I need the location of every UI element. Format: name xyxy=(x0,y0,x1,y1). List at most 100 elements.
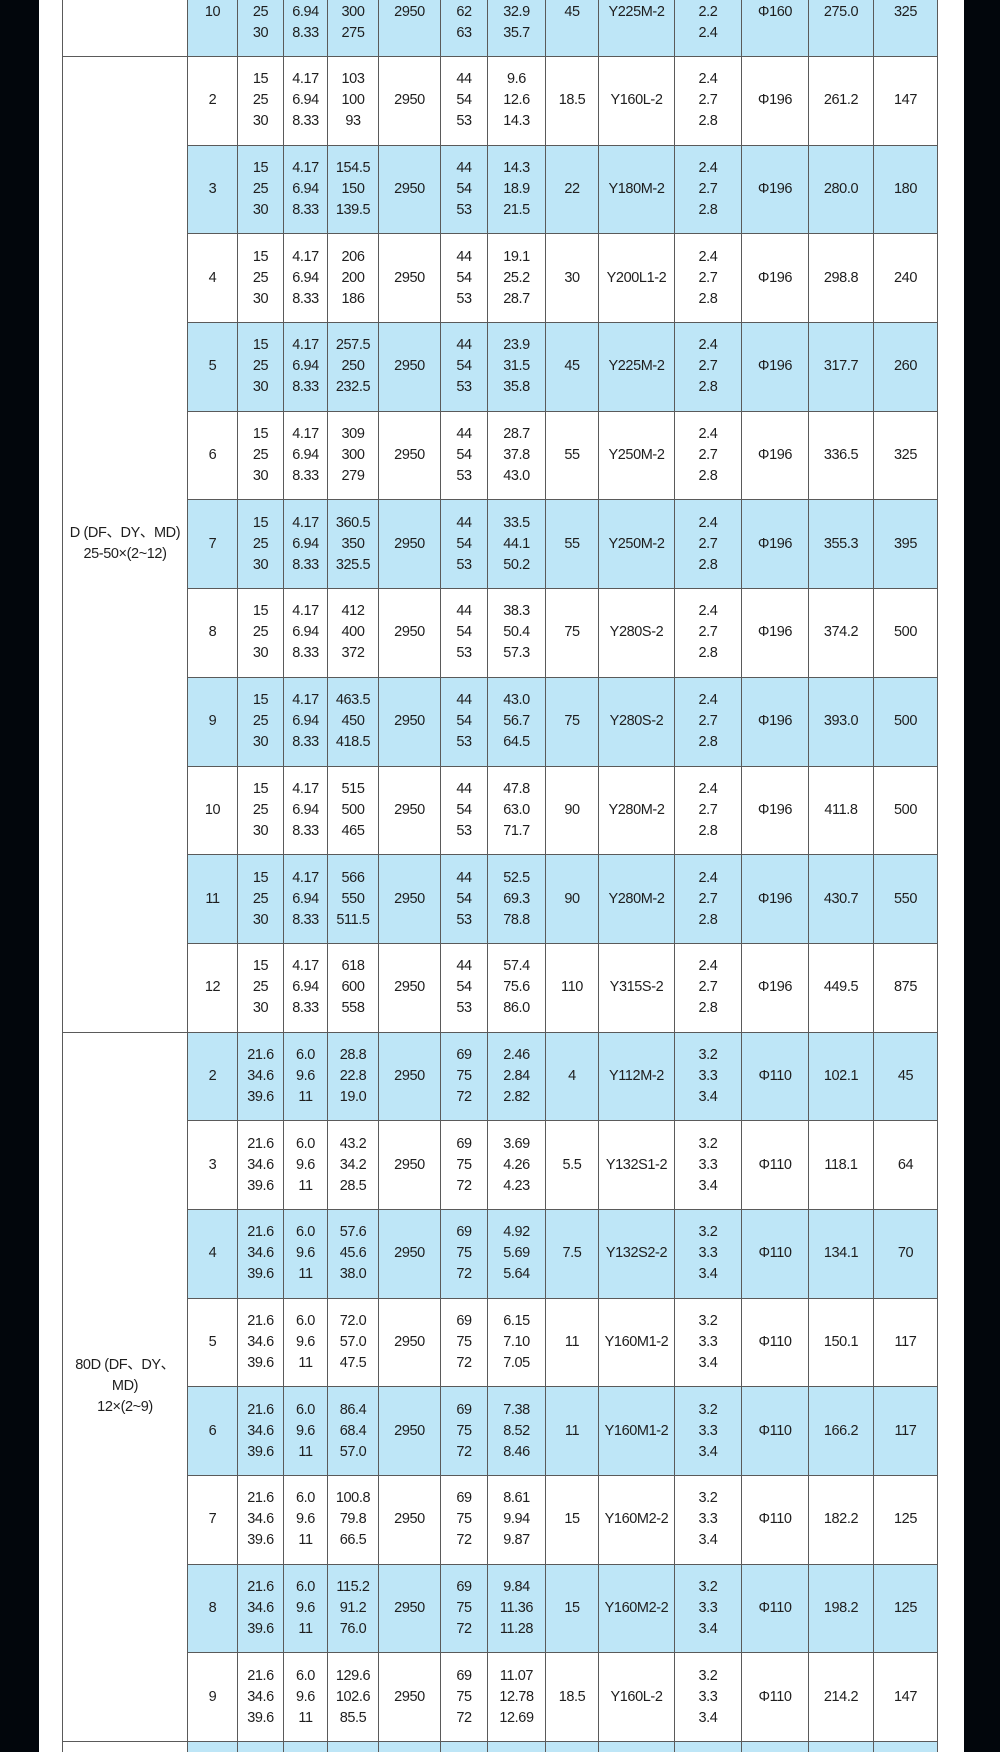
cell-flow-m3h: 21.6 34.6 39.6 xyxy=(237,1475,284,1565)
cell-motor-model: Y200L1-2 xyxy=(598,233,675,324)
cell-weight: 180 xyxy=(873,144,938,235)
cell-flow-ls: 4.17 6.94 8.33 xyxy=(283,144,328,235)
cell-speed: 2950 xyxy=(378,1031,441,1122)
cell-shaft-power: 8.61 9.94 9.87 xyxy=(487,1475,546,1565)
cell-flow-m3h: 21.6 34.6 39.6 xyxy=(237,1297,284,1388)
cell-weight: 500 xyxy=(873,588,938,678)
table-row: 6 21.6 34.6 39.6 6.0 9.6 11 86.4 68.4 57.0 2… xyxy=(63,1386,938,1476)
cell-flow-ls: 4.17 6.94 8.33 xyxy=(283,410,328,501)
cell-flow-ls: 4.17 6.94 8.33 xyxy=(283,56,328,146)
cell-stage-count: 4 xyxy=(187,233,238,324)
cell-impeller-diameter: Φ110 xyxy=(741,1386,809,1476)
cell-motor-power xyxy=(545,1741,599,1752)
table-row: 3 15 25 30 4.17 6.94 8.33 154.5 150 139.5 29… xyxy=(63,144,938,235)
model-group-label: D (DF、DY、MD) 25-50×(2~12) xyxy=(62,56,188,1033)
cell-motor-power: 7.5 xyxy=(545,1208,599,1299)
cell-motor-model: Y225M-2 xyxy=(598,322,675,412)
cell-impeller-diameter: Φ110 xyxy=(741,1563,809,1654)
cell-efficiency: 44 54 53 xyxy=(440,410,488,501)
cell-weight: 325 xyxy=(873,0,938,57)
cell-flow-m3h: 15 25 30 xyxy=(237,499,284,590)
cell-motor-power: 5.5 xyxy=(545,1120,599,1210)
cell-impeller-diameter: Φ196 xyxy=(741,765,809,856)
cell-impeller-diameter: Φ196 xyxy=(741,854,809,944)
cell-dimension: 166.2 xyxy=(808,1386,874,1476)
cell-flow-ls: 4.17 6.94 8.33 xyxy=(283,676,328,767)
cell-shaft-power: 23.9 31.5 35.8 xyxy=(487,322,546,412)
cell-impeller-diameter: Φ196 xyxy=(741,676,809,767)
cell-stage-count: 5 xyxy=(187,1297,238,1388)
cell-flow-m3h: 15 25 30 xyxy=(237,322,284,412)
cell-motor-model: Y112M-2 xyxy=(598,1031,675,1122)
cell-head: 154.5 150 139.5 xyxy=(327,144,379,235)
cell-flow-m3h: 25 30 xyxy=(237,0,284,57)
cell-flow-ls: 4.17 6.94 8.33 xyxy=(283,854,328,944)
cell-head: 103 100 93 xyxy=(327,56,379,146)
cell-npsh: 3.2 3.3 3.4 xyxy=(674,1208,742,1299)
cell-impeller-diameter: Φ110 xyxy=(741,1475,809,1565)
cell-stage-count: 5 xyxy=(187,322,238,412)
cell-flow-ls: 6.0 9.6 11 xyxy=(283,1208,328,1299)
cell-npsh: 3.2 3.3 3.4 xyxy=(674,1475,742,1565)
cell-head: 360.5 350 325.5 xyxy=(327,499,379,590)
cell-motor-model: Y280M-2 xyxy=(598,854,675,944)
cell-speed: 2950 xyxy=(378,854,441,944)
cell-speed: 2950 xyxy=(378,1297,441,1388)
cell-flow-m3h: 21.6 34.6 39.6 xyxy=(237,1120,284,1210)
cell-flow-ls xyxy=(283,1741,328,1752)
cell-head: 515 500 465 xyxy=(327,765,379,856)
cell-shaft-power: 4.92 5.69 5.64 xyxy=(487,1208,546,1299)
cell-weight: 125 xyxy=(873,1563,938,1654)
cell-stage-count: 6 xyxy=(187,410,238,501)
cell-shaft-power: 47.8 63.0 71.7 xyxy=(487,765,546,856)
cell-motor-power: 22 xyxy=(545,144,599,235)
cell-weight: 260 xyxy=(873,322,938,412)
cell-motor-power: 15 xyxy=(545,1563,599,1654)
cell-efficiency: 69 75 72 xyxy=(440,1208,488,1299)
cell-flow-ls: 4.17 6.94 8.33 xyxy=(283,499,328,590)
table-row: 4 15 25 30 4.17 6.94 8.33 206 200 186 2950 44… xyxy=(63,233,938,324)
cell-npsh: 3.2 3.3 3.4 xyxy=(674,1031,742,1122)
cell-efficiency: 69 75 72 xyxy=(440,1031,488,1122)
cell-flow-m3h: 21.6 34.6 39.6 xyxy=(237,1563,284,1654)
cell-npsh: 2.4 2.7 2.8 xyxy=(674,322,742,412)
cell-speed xyxy=(378,1741,441,1752)
cell-motor-model: Y160L-2 xyxy=(598,56,675,146)
table-row: 9 15 25 30 4.17 6.94 8.33 463.5 450 418.5 29… xyxy=(63,676,938,767)
cell-impeller-diameter: Φ196 xyxy=(741,942,809,1033)
cell-motor-model: Y315S-2 xyxy=(598,942,675,1033)
cell-flow-ls: 6.94 8.33 xyxy=(283,0,328,57)
cell-shaft-power: 52.5 69.3 78.8 xyxy=(487,854,546,944)
table-row: 11 15 25 30 4.17 6.94 8.33 566 550 511.5 295… xyxy=(63,854,938,944)
table-row: 7 21.6 34.6 39.6 6.0 9.6 11 100.8 79.8 66.5… xyxy=(63,1475,938,1565)
cell-head: 43.2 34.2 28.5 xyxy=(327,1120,379,1210)
cell-efficiency: 44 54 53 xyxy=(440,942,488,1033)
cell-speed: 2950 xyxy=(378,1563,441,1654)
cell-impeller-diameter: Φ196 xyxy=(741,233,809,324)
cell-head: 309 300 279 xyxy=(327,410,379,501)
cell-efficiency: 69 75 72 xyxy=(440,1652,488,1743)
cell-shaft-power: 9.84 11.36 11.28 xyxy=(487,1563,546,1654)
cell-efficiency: 44 54 53 xyxy=(440,499,488,590)
cell-efficiency: 69 75 72 xyxy=(440,1475,488,1565)
cell-stage-count: 6 xyxy=(187,1386,238,1476)
cell-shaft-power: 19.1 25.2 28.7 xyxy=(487,233,546,324)
table-row: 4 21.6 34.6 39.6 6.0 9.6 11 57.6 45.6 38.0 2… xyxy=(63,1208,938,1299)
cell-speed: 2950 xyxy=(378,56,441,146)
table-row: 5 21.6 34.6 39.6 6.0 9.6 11 72.0 57.0 47.5 2… xyxy=(63,1297,938,1388)
cell-head: 463.5 450 418.5 xyxy=(327,676,379,767)
cell-npsh: 2.4 2.7 2.8 xyxy=(674,144,742,235)
cell-flow-ls: 6.0 9.6 11 xyxy=(283,1297,328,1388)
cell-efficiency: 69 75 72 xyxy=(440,1120,488,1210)
cell-efficiency: 44 54 53 xyxy=(440,854,488,944)
cell-stage-count: 12 xyxy=(187,942,238,1033)
cell-efficiency: 69 75 72 xyxy=(440,1297,488,1388)
cell-weight: 500 xyxy=(873,676,938,767)
cell-flow-m3h: 15 25 30 xyxy=(237,144,284,235)
cell-motor-model: Y160L-2 xyxy=(598,1652,675,1743)
cell-shaft-power: 14.3 18.9 21.5 xyxy=(487,144,546,235)
cell-weight: 395 xyxy=(873,499,938,590)
cell-speed: 2950 xyxy=(378,322,441,412)
cell-flow-m3h: 21.6 34.6 39.6 xyxy=(237,1208,284,1299)
cell-motor-power: 55 xyxy=(545,499,599,590)
